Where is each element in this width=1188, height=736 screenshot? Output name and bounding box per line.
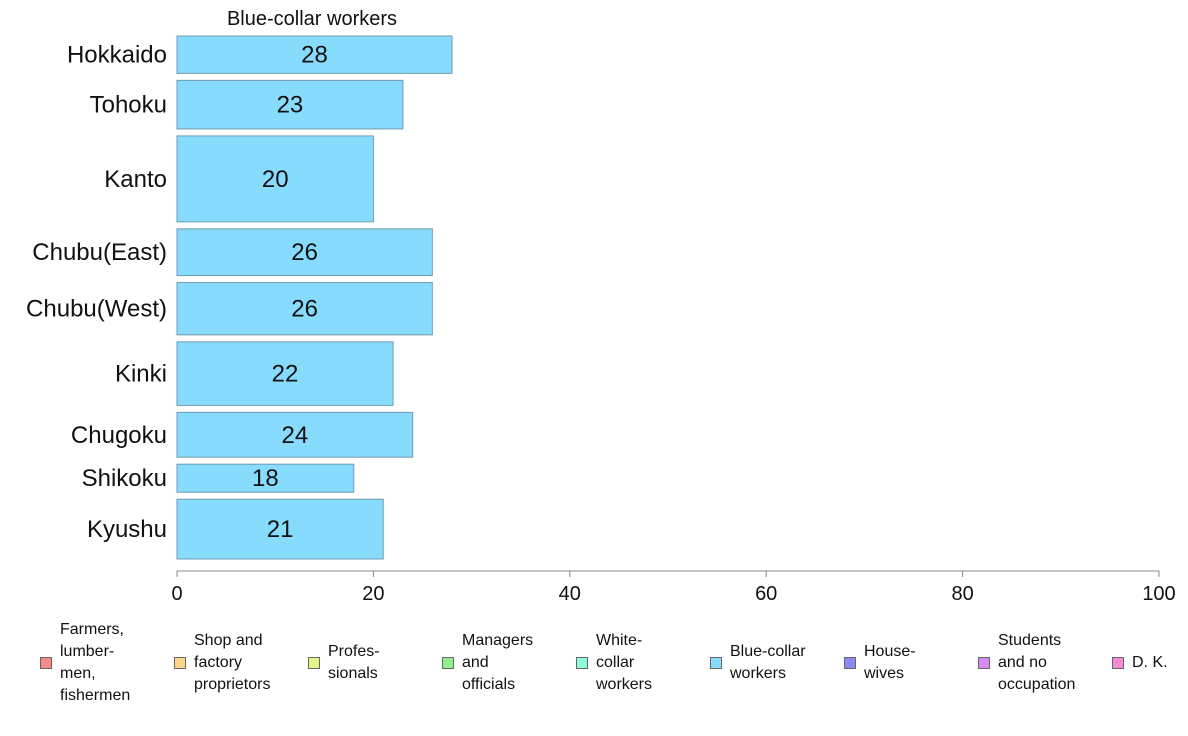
x-tick-label: 60 xyxy=(755,583,777,600)
bar-value-label: 18 xyxy=(252,465,279,492)
category-label: Chubu(East) xyxy=(32,239,167,266)
legend-label: Farmers, lumber- men, fishermen xyxy=(60,621,131,704)
bar-tohoku xyxy=(176,79,404,130)
category-label: Shikoku xyxy=(82,465,167,492)
legend-label: Shop and factory proprietors xyxy=(194,632,271,693)
x-tick-label: 100 xyxy=(1142,583,1175,600)
legend-swatch xyxy=(1112,657,1124,669)
legend-swatch xyxy=(174,657,186,669)
legend-item: Managers and officials xyxy=(442,630,533,696)
legend-swatch xyxy=(978,657,990,669)
bar-kanto xyxy=(176,135,374,223)
legend-swatch xyxy=(442,657,454,669)
bar-value-label: 26 xyxy=(291,239,318,266)
legend-label: D. K. xyxy=(1132,654,1168,671)
bar-kinki xyxy=(176,341,394,406)
legend-label: Students and no occupation xyxy=(998,632,1076,693)
legend-item: Shop and factory proprietors xyxy=(174,630,270,696)
bar-chugoku xyxy=(176,411,414,458)
x-tick-label: 40 xyxy=(559,583,581,600)
bars-layer: Hokkaido 28 Tohoku 23 Kanto 20 Chubu(East) 26 Ch… xyxy=(26,35,453,560)
chart-title: Blue-collar workers xyxy=(227,8,397,30)
legend-swatch xyxy=(40,657,52,669)
bar-hokkaido xyxy=(176,35,453,74)
legend-label: House- wives xyxy=(864,643,916,682)
bar-value-label: 23 xyxy=(277,92,304,119)
bar-value-label: 21 xyxy=(267,516,294,543)
legend-item: D. K. xyxy=(1112,652,1168,674)
bar-chart: Blue-collar workers Hokkaido 28 Tohoku 23 Ka… xyxy=(26,8,1176,600)
category-label: Chubu(West) xyxy=(26,296,167,323)
category-label: Chugoku xyxy=(71,422,167,449)
legend-item: Students and no occupation xyxy=(978,630,1075,696)
legend-item: Profes- sionals xyxy=(308,641,380,685)
category-label: Hokkaido xyxy=(67,42,167,69)
legend-item: Farmers, lumber- men, fishermen xyxy=(40,619,130,707)
x-tick-label: 0 xyxy=(171,583,182,600)
legend-label: White- collar workers xyxy=(596,632,653,693)
x-tick-label: 80 xyxy=(951,583,973,600)
legend-swatch xyxy=(576,657,588,669)
category-label: Tohoku xyxy=(90,92,167,119)
bar-chubu-east xyxy=(176,228,433,277)
legend-item: Blue-collar workers xyxy=(710,641,806,685)
category-label: Kyushu xyxy=(87,516,167,543)
bar-shikoku xyxy=(176,463,355,493)
legend-swatch xyxy=(844,657,856,669)
legend-label: Blue-collar workers xyxy=(730,643,806,682)
legend-swatch xyxy=(308,657,320,669)
bar-value-label: 24 xyxy=(281,422,308,449)
bar-value-label: 22 xyxy=(272,361,299,388)
bar-kyushu xyxy=(176,498,384,560)
legend-item: House- wives xyxy=(844,641,916,685)
legend-label: Managers and officials xyxy=(462,632,534,693)
x-tick-label: 20 xyxy=(362,583,384,600)
category-label: Kinki xyxy=(115,361,167,388)
bar-value-label: 26 xyxy=(291,296,318,323)
bar-value-label: 28 xyxy=(301,42,328,69)
bar-chubu-west xyxy=(176,282,433,336)
legend-label: Profes- sionals xyxy=(328,643,380,682)
category-label: Kanto xyxy=(104,166,167,193)
x-axis: 0 20 40 60 80 100 xyxy=(171,570,1176,600)
legend-swatch xyxy=(710,657,722,669)
bar-value-label: 20 xyxy=(262,166,289,193)
legend-item: White- collar workers xyxy=(576,630,652,696)
